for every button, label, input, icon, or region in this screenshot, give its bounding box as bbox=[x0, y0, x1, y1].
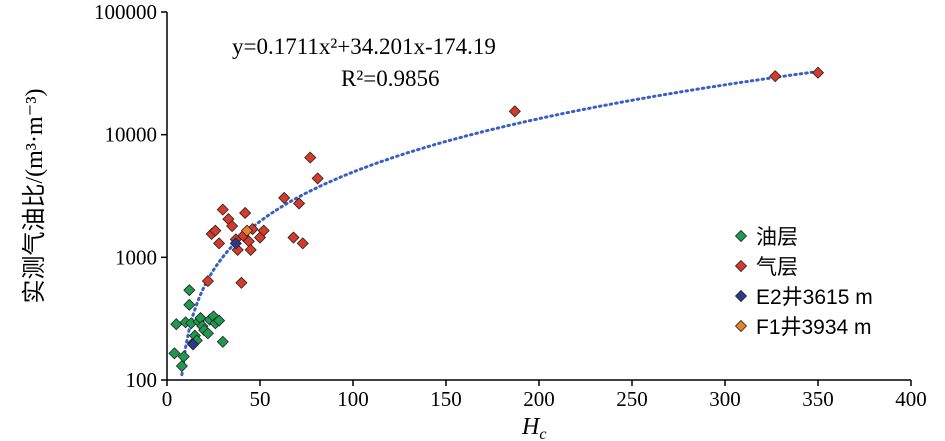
data-point bbox=[240, 224, 254, 237]
x-axis-title: Hc bbox=[521, 414, 546, 441]
legend-marker bbox=[734, 319, 748, 333]
r2-label: R²=0.9856 bbox=[341, 66, 439, 91]
data-point bbox=[257, 224, 270, 237]
data-point bbox=[239, 206, 252, 220]
data-point bbox=[226, 219, 239, 233]
data-point bbox=[292, 197, 306, 210]
data-point bbox=[278, 191, 291, 204]
legend-marker bbox=[734, 259, 748, 273]
legend-label: 气层 bbox=[756, 256, 798, 279]
data-point bbox=[201, 275, 214, 288]
trendline bbox=[180, 69, 824, 377]
data-point bbox=[508, 105, 521, 118]
x-tick-label: 350 bbox=[802, 387, 834, 411]
legend-label: E2井3615 m bbox=[756, 286, 873, 309]
x-tick-label: 0 bbox=[162, 387, 173, 411]
y-tick-label: 10000 bbox=[105, 123, 158, 147]
x-tick-label: 50 bbox=[250, 387, 271, 411]
data-point bbox=[213, 237, 226, 250]
data-point bbox=[244, 243, 257, 256]
data-point bbox=[811, 66, 825, 79]
data-point bbox=[177, 350, 190, 363]
x-tick-label: 400 bbox=[895, 387, 927, 411]
y-tick-label: 100 bbox=[126, 368, 158, 392]
legend-marker bbox=[734, 229, 748, 243]
data-point bbox=[311, 172, 324, 185]
x-tick-label: 200 bbox=[523, 387, 555, 411]
legend-label: 油层 bbox=[756, 226, 798, 249]
legend-label: F1井3934 m bbox=[756, 316, 872, 339]
data-point bbox=[296, 237, 309, 250]
x-ticks: 0 50 100 150 200 250 300 350 400 bbox=[162, 380, 927, 411]
data-point bbox=[175, 359, 188, 373]
data-point bbox=[287, 231, 300, 244]
data-point bbox=[769, 70, 782, 83]
x-tick-label: 100 bbox=[337, 387, 369, 411]
y-ticks: 100 1000 10000 100000 bbox=[94, 0, 167, 392]
equation-label: y=0.1711x²+34.201x-174.19 bbox=[232, 34, 496, 59]
data-markers bbox=[168, 66, 825, 373]
x-axis-title-main: H bbox=[521, 414, 541, 440]
data-point bbox=[201, 327, 214, 340]
x-tick-label: 300 bbox=[709, 387, 741, 411]
y-tick-label: 1000 bbox=[115, 245, 157, 269]
x-axis-title-sub: c bbox=[539, 426, 546, 441]
data-point bbox=[183, 298, 196, 311]
data-point bbox=[209, 224, 222, 237]
data-point bbox=[304, 151, 317, 164]
legend-marker bbox=[734, 289, 748, 303]
data-point bbox=[216, 335, 229, 348]
data-point bbox=[229, 237, 242, 250]
data-point bbox=[183, 284, 196, 297]
data-point bbox=[186, 338, 200, 351]
y-tick-label: 100000 bbox=[94, 0, 157, 24]
data-point bbox=[168, 347, 181, 360]
data-point bbox=[170, 318, 183, 331]
data-point bbox=[235, 276, 248, 289]
x-tick-label: 150 bbox=[430, 387, 462, 411]
data-point bbox=[213, 314, 226, 327]
x-tick-label: 250 bbox=[616, 387, 648, 411]
y-axis-title: 实测气油比/(m³·m⁻³) bbox=[21, 88, 48, 303]
data-point bbox=[216, 203, 229, 216]
